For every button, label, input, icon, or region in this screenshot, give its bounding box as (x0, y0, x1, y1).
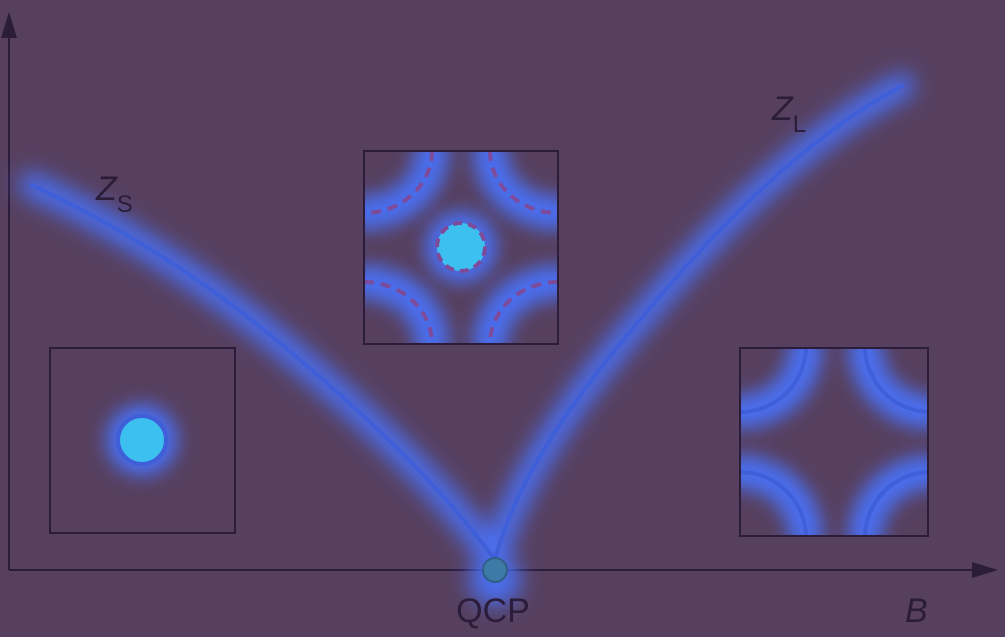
left-inset (49, 347, 236, 534)
central-pocket (435, 221, 487, 273)
qcp-label: QCP (456, 592, 530, 630)
dashed-arc-bottom-right (488, 280, 558, 344)
right-inset (739, 347, 929, 537)
curve-glow (19, 73, 915, 606)
dashed-arc-top-right (488, 151, 558, 215)
small-fermi-pocket (116, 414, 168, 466)
arc-bottom-right (863, 470, 928, 536)
arc-bottom-left (740, 470, 808, 536)
dashed-arc-top-left (364, 151, 434, 215)
left-inset-frame (49, 347, 236, 534)
zs-label: ZS (95, 170, 133, 218)
zl-label: ZL (771, 90, 806, 138)
arc-top-right (863, 348, 928, 414)
qcp-point (482, 557, 508, 583)
middle-inset-frame (363, 150, 559, 345)
dashed-arc-bottom-left (364, 280, 434, 344)
y-axis-arrow-icon (1, 12, 17, 38)
middle-inset (363, 150, 559, 345)
zs-curve (30, 183, 497, 562)
right-inset-frame (739, 347, 929, 537)
x-axis-arrow-icon (972, 562, 998, 578)
arc-top-left (740, 348, 808, 414)
zl-curve (493, 84, 904, 562)
b-axis-label: B (905, 592, 928, 630)
